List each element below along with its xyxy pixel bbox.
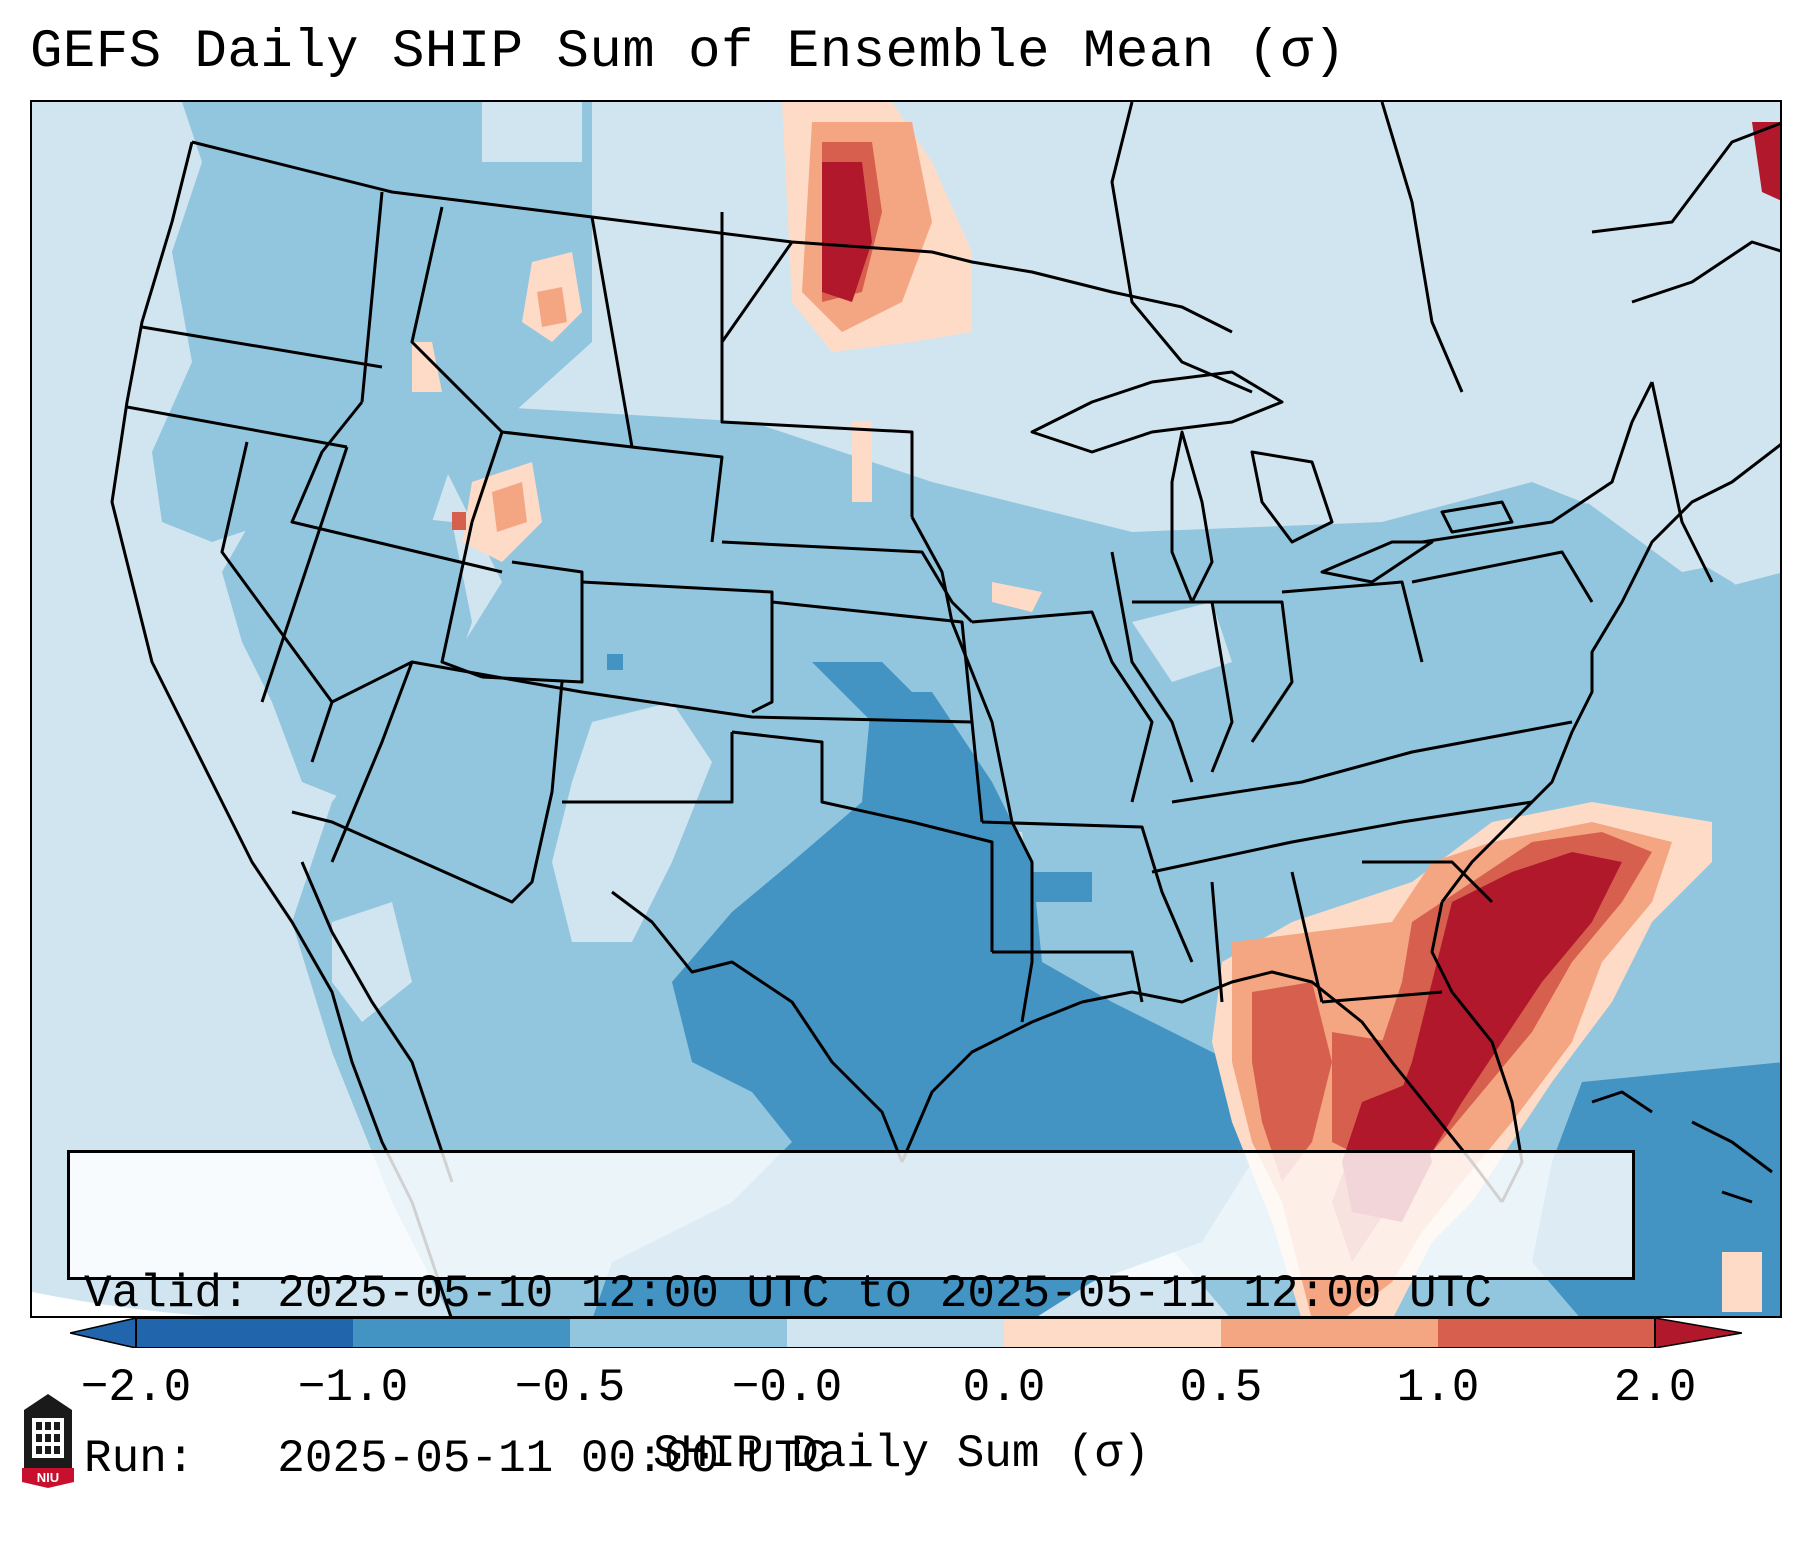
boundaries (110, 102, 1780, 1316)
colorbar (70, 1318, 1742, 1348)
colorbar-tick-label: −1.0 (297, 1362, 409, 1414)
niu-logo-icon: NIU (22, 1394, 74, 1488)
colorbar-label: SHIP Daily Sum (σ) (653, 1428, 1150, 1480)
lake-ontario (1440, 500, 1514, 534)
colorbar-tick-label: 0.5 (1179, 1362, 1263, 1414)
colorbar-segment-3 (570, 1318, 787, 1348)
colorbar-segment-2 (353, 1318, 570, 1348)
gulf-coast (1081, 970, 1504, 1203)
colorbar-tick-label: −2.0 (80, 1362, 192, 1414)
west-coast (110, 141, 453, 1316)
colorbar-segment-6 (1221, 1318, 1438, 1348)
valid-line: Valid: 2025-05-10 12:00 UTC to 2025-05-1… (84, 1268, 1492, 1320)
map-panel (30, 100, 1782, 1318)
map-title: GEFS Daily SHIP Sum of Ensemble Mean (σ) (30, 22, 1347, 83)
colorbar-tick-label: −0.5 (514, 1362, 626, 1414)
colorbar-segment-1 (136, 1318, 353, 1348)
lake-huron (1250, 450, 1334, 544)
lake-michigan (1170, 430, 1214, 604)
atlantic-coast (1440, 443, 1780, 903)
colorbar-tick-label: 0.0 (962, 1362, 1046, 1414)
run-line: Run: 2025-05-11 00:00 UTC (84, 1433, 830, 1485)
colorbar-arrow-right (1654, 1318, 1742, 1348)
lake-superior (1030, 370, 1284, 454)
ship-field-map (32, 102, 1780, 1316)
projection-edge (32, 1292, 207, 1316)
us-canada-border (191, 140, 1233, 334)
lake-erie (1320, 540, 1434, 584)
logo-text: NIU (37, 1470, 59, 1485)
colorbar-segment-4 (787, 1318, 1004, 1348)
colorbar-arrow-left (70, 1318, 137, 1348)
colorbar-tick-label: −0.0 (731, 1362, 843, 1414)
colorbar-segment-5 (1004, 1318, 1221, 1348)
colorbar-tick-label: 2.0 (1613, 1362, 1697, 1414)
colorbar-tick-label: 1.0 (1396, 1362, 1480, 1414)
valid-run-infobox: Valid: 2025-05-10 12:00 UTC to 2025-05-1… (67, 1150, 1635, 1485)
colorbar-segment-7 (1438, 1318, 1655, 1348)
